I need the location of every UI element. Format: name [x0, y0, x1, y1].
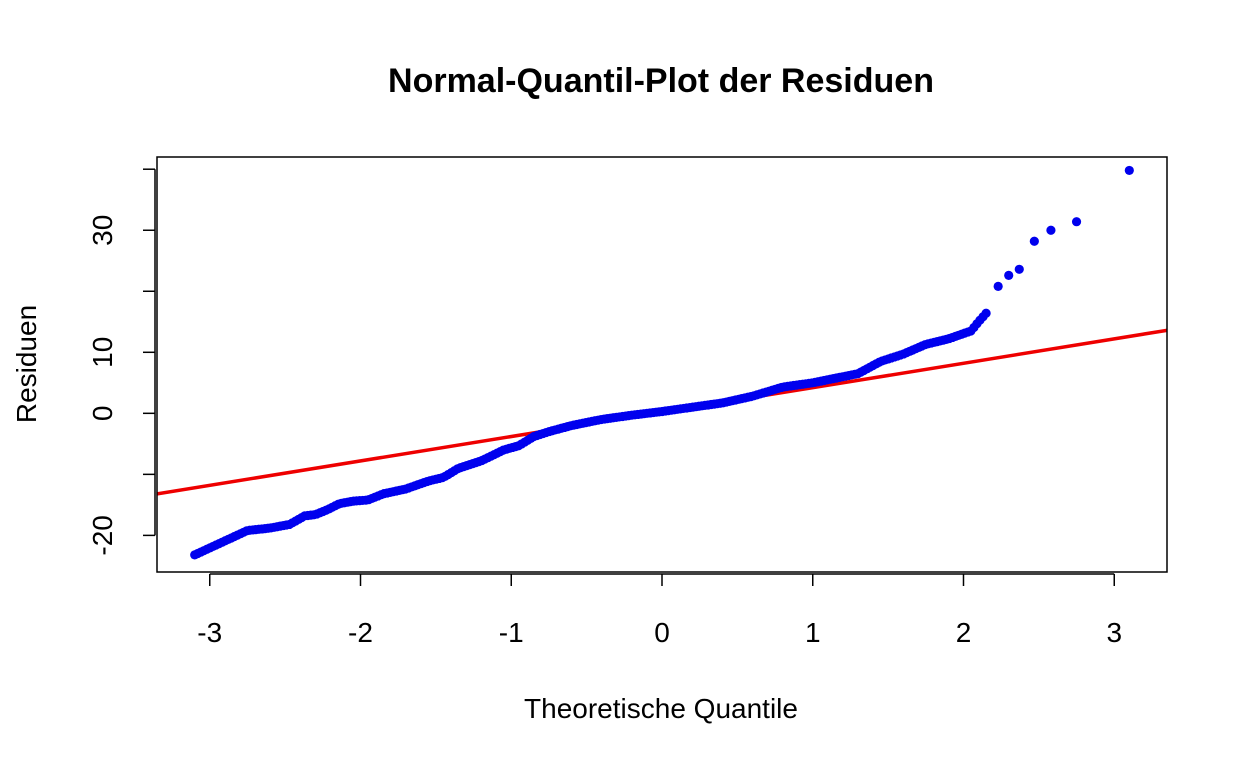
data-point: [1014, 264, 1024, 274]
y-tick-label: 30: [87, 215, 118, 246]
plot-frame: [156, 156, 1168, 573]
x-axis: -3 -2 -1 0 1 2 3: [197, 573, 1122, 648]
x-tick-label: -2: [348, 617, 373, 648]
x-tick-label: -1: [499, 617, 524, 648]
data-point: [1046, 225, 1056, 235]
data-point: [1004, 270, 1014, 280]
chart-title: Normal-Quantil-Plot der Residuen: [388, 62, 934, 100]
x-tick-label: 2: [956, 617, 972, 648]
y-tick-label: 10: [87, 337, 118, 368]
x-tick-label: -3: [197, 617, 222, 648]
y-tick-label: -20: [87, 515, 118, 555]
data-point: [993, 281, 1003, 291]
y-axis: -20 0 10 30: [87, 168, 156, 556]
x-axis-label: Theoretische Quantile: [524, 693, 798, 724]
data-point: [1029, 236, 1039, 246]
x-tick-label: 0: [654, 617, 670, 648]
x-tick-label: 3: [1106, 617, 1122, 648]
data-point: [1071, 217, 1082, 227]
data-point: [981, 308, 991, 318]
x-tick-label: 1: [805, 617, 821, 648]
y-tick-label: 0: [87, 406, 118, 422]
data-point: [1124, 165, 1134, 176]
y-axis-label: Residuen: [11, 305, 42, 423]
